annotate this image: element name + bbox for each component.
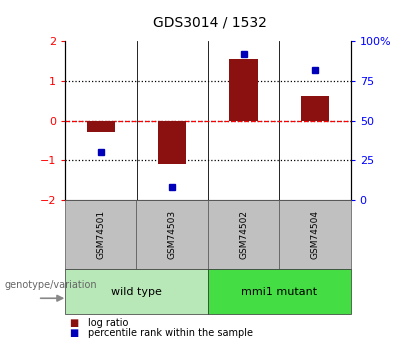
Bar — [301, 96, 329, 121]
Text: GSM74502: GSM74502 — [239, 210, 248, 259]
Bar — [158, 121, 186, 165]
Text: GDS3014 / 1532: GDS3014 / 1532 — [153, 16, 267, 29]
Text: wild type: wild type — [111, 287, 162, 296]
Text: GSM74503: GSM74503 — [168, 210, 177, 259]
Text: percentile rank within the sample: percentile rank within the sample — [88, 328, 253, 338]
Text: GSM74501: GSM74501 — [96, 210, 105, 259]
Bar — [87, 121, 115, 132]
Text: ■: ■ — [69, 328, 79, 338]
Text: GSM74504: GSM74504 — [310, 210, 320, 259]
Text: ■: ■ — [69, 318, 79, 327]
Bar — [229, 59, 258, 121]
Text: mmi1 mutant: mmi1 mutant — [241, 287, 318, 296]
Text: genotype/variation: genotype/variation — [4, 280, 97, 289]
Text: log ratio: log ratio — [88, 318, 129, 327]
